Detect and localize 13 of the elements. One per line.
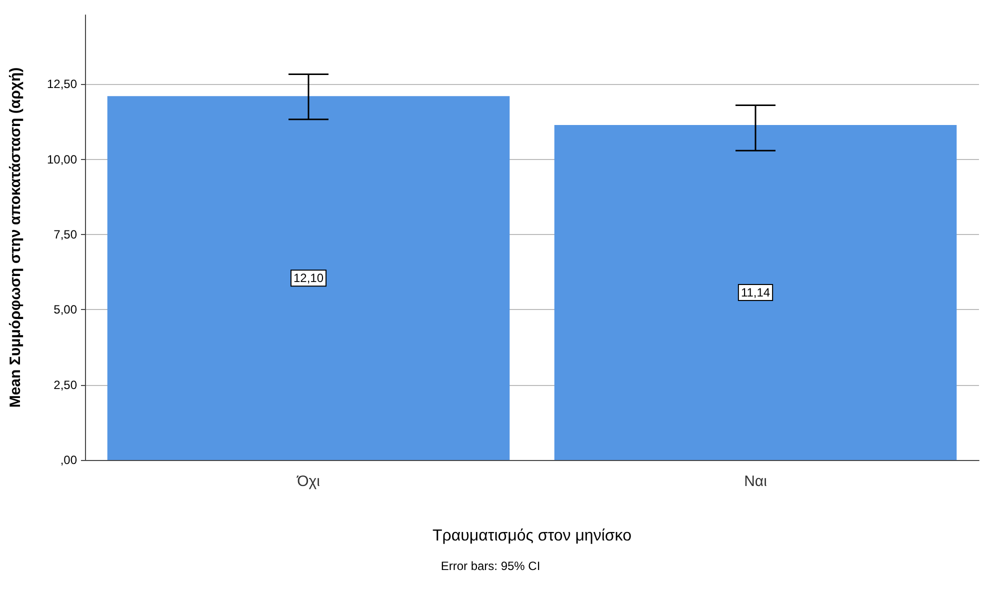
x-axis-title: Τραυματισμός στον μηνίσκο — [432, 528, 632, 544]
data-label: 11,14 — [740, 286, 770, 300]
y-tick-label: 5,00 — [54, 302, 78, 317]
text: Error bars: 95% CI — [440, 559, 540, 573]
data-label: 12,10 — [293, 271, 324, 286]
y-tick-label: 2,50 — [54, 378, 78, 392]
x-tick-label: Όχι — [296, 473, 320, 490]
y-tick-label: 12,50 — [46, 77, 78, 92]
y-tick-label: 7,50 — [54, 227, 78, 242]
y-tick-label: ,00 — [60, 453, 78, 467]
y-tick-label: 10,00 — [46, 152, 78, 166]
x-tick-label: Ναι — [744, 473, 767, 490]
y-axis-title: Mean Συμμόρφωση στην αποκατάσταση (αρχή) — [7, 67, 24, 408]
